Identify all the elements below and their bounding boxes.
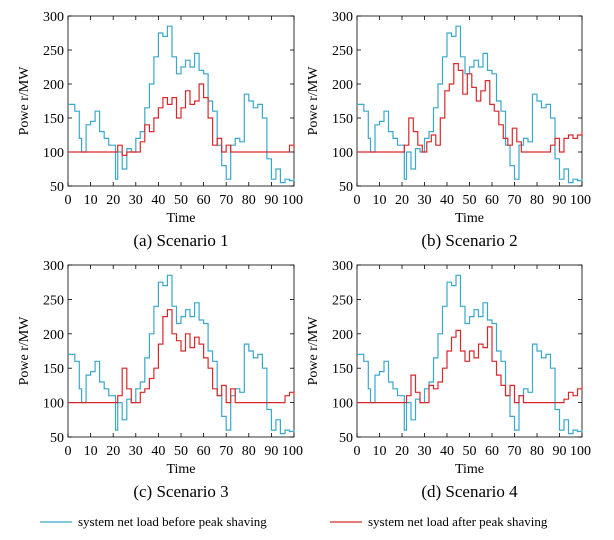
series-line-before [68,25,295,184]
y-tick-label: 250 [332,44,353,59]
x-tick-label: 80 [530,193,544,208]
x-tick-label: 20 [106,193,120,208]
x-tick-label: 70 [508,193,522,208]
x-tick-label: 40 [151,193,165,208]
series-line-after [68,309,295,404]
panel-caption: (b) Scenario 2 [421,231,517,250]
y-axis-label: Powe r/MW [17,66,32,136]
y-tick-label: 300 [332,10,353,25]
y-axis-label: Powe r/MW [306,316,321,386]
y-tick-label: 50 [339,180,353,195]
x-tick-label: 20 [106,444,120,459]
x-tick-label: 70 [219,193,233,208]
panel-caption: (c) Scenario 3 [133,482,228,501]
y-tick-label: 50 [339,431,353,446]
x-tick-label: 10 [84,444,98,459]
x-tick-label: 90 [264,193,278,208]
x-tick-label: 40 [151,444,165,459]
y-tick-label: 50 [50,180,64,195]
x-tick-label: 60 [485,193,499,208]
plot-frame [67,15,295,187]
y-tick-label: 200 [43,328,64,343]
x-tick-label: 30 [129,444,143,459]
x-tick-label: 30 [418,444,432,459]
x-tick-label: 20 [395,444,409,459]
x-tick-label: 80 [242,193,256,208]
series-line-after [357,63,583,153]
x-tick-label: 50 [463,193,477,208]
x-tick-label: 100 [570,444,591,459]
x-tick-label: 0 [354,193,361,208]
y-tick-label: 200 [332,328,353,343]
x-axis-label: Time [455,211,484,226]
plot-frame [356,15,583,187]
x-tick-label: 70 [219,444,233,459]
x-tick-label: 10 [373,193,387,208]
x-tick-label: 40 [440,444,454,459]
series-line-before [68,274,295,435]
chart-panel-3: 50 100 150 200 250 300 0 10 20 30 40 50 60 70 80 90 100 T… [17,259,303,501]
y-tick-label: 100 [332,146,353,161]
y-axis-label: Powe r/MW [17,316,32,386]
x-tick-label: 60 [197,193,211,208]
x-tick-label: 80 [530,444,544,459]
x-tick-label: 90 [264,444,278,459]
x-axis-label: Time [455,462,484,477]
y-tick-label: 300 [43,259,64,274]
x-tick-label: 50 [463,444,477,459]
x-tick-label: 100 [282,193,303,208]
x-tick-label: 0 [65,193,72,208]
series-line-before [357,274,583,435]
chart-panel-1: 50 100 150 200 250 300 0 10 20 30 40 50 60 70 80 90 100 T… [17,10,303,250]
x-axis-label: Time [166,462,195,477]
y-tick-label: 150 [43,362,64,377]
x-tick-label: 100 [282,444,303,459]
y-tick-label: 50 [50,431,64,446]
x-tick-label: 100 [570,193,591,208]
y-tick-label: 100 [43,146,64,161]
y-tick-label: 300 [332,259,353,274]
y-tick-label: 200 [332,78,353,93]
y-tick-label: 250 [43,44,64,59]
legend-label-before: system net load before peak shaving [78,514,267,529]
x-tick-label: 40 [440,193,454,208]
y-tick-label: 100 [43,397,64,412]
legend-label-after: system net load after peak shaving [368,514,548,529]
y-tick-label: 100 [332,397,353,412]
x-tick-label: 0 [354,444,361,459]
y-tick-label: 250 [332,293,353,308]
x-tick-label: 10 [373,444,387,459]
x-tick-label: 0 [65,444,72,459]
y-tick-label: 150 [332,112,353,127]
panel-caption: (d) Scenario 4 [421,482,518,501]
x-tick-label: 50 [174,444,188,459]
x-tick-label: 30 [418,193,432,208]
x-tick-label: 30 [129,193,143,208]
panel-caption: (a) Scenario 1 [133,231,228,250]
y-tick-label: 300 [43,10,64,25]
series-line-after [357,326,583,404]
x-tick-label: 50 [174,193,188,208]
y-axis-label: Powe r/MW [306,66,321,136]
y-tick-label: 200 [43,78,64,93]
y-tick-label: 150 [43,112,64,127]
x-tick-label: 70 [508,444,522,459]
y-tick-label: 250 [43,293,64,308]
y-tick-label: 150 [332,362,353,377]
x-axis-label: Time [166,211,195,226]
x-tick-label: 90 [553,444,567,459]
x-tick-label: 60 [485,444,499,459]
x-tick-label: 90 [553,193,567,208]
x-tick-label: 80 [242,444,256,459]
x-tick-label: 60 [197,444,211,459]
series-line-after [68,83,295,156]
x-tick-label: 20 [395,193,409,208]
x-tick-label: 10 [84,193,98,208]
legend: system net load before peak shaving syst… [40,514,548,529]
series-line-before [357,25,583,184]
